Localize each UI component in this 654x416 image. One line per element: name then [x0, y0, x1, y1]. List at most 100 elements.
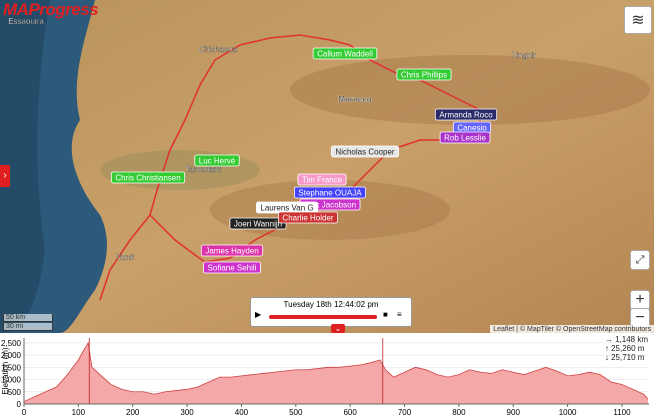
rider-marker[interactable]: Chris Phillips [396, 68, 452, 81]
rider-marker[interactable]: Canesio [452, 121, 492, 134]
y-tick-label: 0 [17, 400, 22, 409]
side-tab[interactable]: › [0, 165, 10, 187]
rider-marker[interactable]: Charlie Holder [278, 211, 338, 224]
rider-marker[interactable]: Callum Waddell [312, 47, 378, 60]
rider-name: Chris Phillips [401, 71, 447, 80]
rider-marker[interactable]: Tim France [297, 173, 347, 186]
place-label: Essaouira [8, 17, 44, 26]
scale-km: 50 km [3, 314, 53, 322]
rider-name: Alex Jacobson [304, 201, 356, 210]
stop-button[interactable]: ■ [383, 310, 388, 319]
layers-button[interactable]: ≋ [624, 6, 652, 34]
elevation-fill [24, 342, 649, 404]
x-tick-label: 600 [343, 408, 357, 416]
fullscreen-button[interactable]: ⤢ [630, 250, 650, 270]
rider-box [200, 244, 264, 257]
y-tick-label: 500 [8, 388, 22, 397]
rider-name: Armanda Roco [439, 111, 493, 120]
stats: → 1,148 km ↑ 25,260 m ↓ 25,710 m [605, 335, 648, 362]
rider-box [297, 173, 347, 186]
playback-time: Tuesday 18th 12:44:02 pm [283, 300, 379, 309]
rider-marker[interactable]: Stephane OUAJA [294, 186, 366, 199]
rider-name: James Hayden [205, 247, 258, 256]
x-tick-label: 800 [452, 408, 466, 416]
rider-marker[interactable]: Armanda Roco [434, 108, 498, 121]
mountains [290, 55, 650, 125]
rider-box [396, 68, 452, 81]
place-label: Chichaoua [199, 45, 238, 54]
rider-name: Rob Lesslie [444, 134, 486, 143]
scale: 50 km 30 mi [3, 314, 53, 332]
rider-name: Chris Christiansen [115, 174, 180, 183]
rider-box [312, 47, 378, 60]
x-tick-label: 1000 [559, 408, 577, 416]
ascent: 25,260 m [611, 344, 645, 353]
rider-box [194, 154, 240, 167]
route [149, 34, 481, 263]
rider-box [294, 186, 366, 199]
play-button[interactable]: ▶ [255, 310, 262, 319]
x-tick-label: 900 [507, 408, 521, 416]
map[interactable]: Essaouira Chichaoua Morocco Taroudant Tiznit… [0, 0, 654, 333]
place-label: Tiznit [116, 253, 136, 262]
deep-ocean [0, 0, 50, 333]
rider-marker[interactable]: Joeri Wannijn [229, 217, 287, 230]
place-label: Morocco [338, 95, 371, 104]
rider-marker[interactable]: Chris Christiansen [110, 171, 186, 184]
y-tick-label: 1,500 [1, 363, 22, 372]
x-tick-label: 1100 [613, 408, 631, 416]
scale-mi: 30 mi [3, 323, 53, 331]
y-axis-label: Elevation (m) [1, 347, 10, 394]
y-tick-label: 2,000 [1, 351, 22, 360]
rider-box [229, 217, 287, 230]
zoom-out[interactable]: − [630, 308, 650, 328]
rider-marker[interactable]: Rob Lesslie [439, 131, 491, 144]
rider-name: Luc Hervé [199, 157, 236, 166]
stat-ascent: ↑ 25,260 m [604, 344, 645, 353]
rider-name: Callum Waddell [317, 50, 373, 59]
rider-name: Laurens Van G [260, 204, 313, 213]
rider-box [110, 171, 186, 184]
elevation-line [23, 341, 649, 402]
route [99, 214, 151, 301]
x-tick-label: 500 [289, 408, 303, 416]
rider-marker[interactable]: James Hayden [200, 244, 264, 257]
timeline[interactable] [269, 315, 377, 319]
rider-box [434, 108, 498, 121]
place-label: Tinghir [512, 51, 536, 60]
rider-marker[interactable]: Sofiane Sehili [203, 261, 261, 274]
rider-name: Joeri Wannijn [234, 220, 282, 229]
rider-name: Charlie Holder [282, 214, 333, 223]
attribution: Leaflet | © MapTiler © OpenStreetMap con… [490, 325, 654, 334]
x-tick-label: 300 [180, 408, 194, 416]
rider-name: Sofiane Sehili [208, 264, 257, 273]
rider-marker[interactable]: Laurens Van G [255, 201, 319, 214]
rider-marker[interactable]: Nicholas Cooper [331, 145, 399, 158]
x-tick-label: 0 [22, 408, 27, 416]
x-tick-label: 200 [126, 408, 140, 416]
rider-box [439, 131, 491, 144]
rider-name: Tim France [302, 176, 343, 185]
x-tick-label: 400 [235, 408, 249, 416]
menu-button[interactable]: ≡ [397, 310, 402, 319]
elevation-chart: 0 500 1,000 1,500 2,000 2,500 0 100 200 300 400 500… [1, 338, 650, 416]
rider-box [278, 211, 338, 224]
stat-distance: → 1,148 km [604, 335, 648, 344]
place-label: Taroudant [185, 165, 221, 174]
rider-name: Canesio [457, 124, 487, 133]
rider-box [203, 261, 261, 274]
y-tick-label: 2,500 [1, 339, 22, 348]
y-tick-label: 1,000 [1, 376, 22, 385]
descent: 25,710 m [611, 353, 645, 362]
rider-box [331, 145, 399, 158]
toggle-profile[interactable]: ⌄ [331, 324, 345, 333]
rider-marker[interactable]: Luc Hervé [194, 154, 240, 167]
x-tick-label: 700 [398, 408, 412, 416]
rider-name: Stephane OUAJA [298, 189, 362, 198]
zoom-in[interactable]: + [630, 290, 650, 310]
distance: 1,148 km [615, 335, 648, 344]
playback: Tuesday 18th 12:44:02 pm ▶ ■ ≡ [250, 297, 412, 327]
logo[interactable]: MAProgress [3, 0, 99, 19]
stat-descent: ↓ 25,710 m [604, 353, 645, 362]
